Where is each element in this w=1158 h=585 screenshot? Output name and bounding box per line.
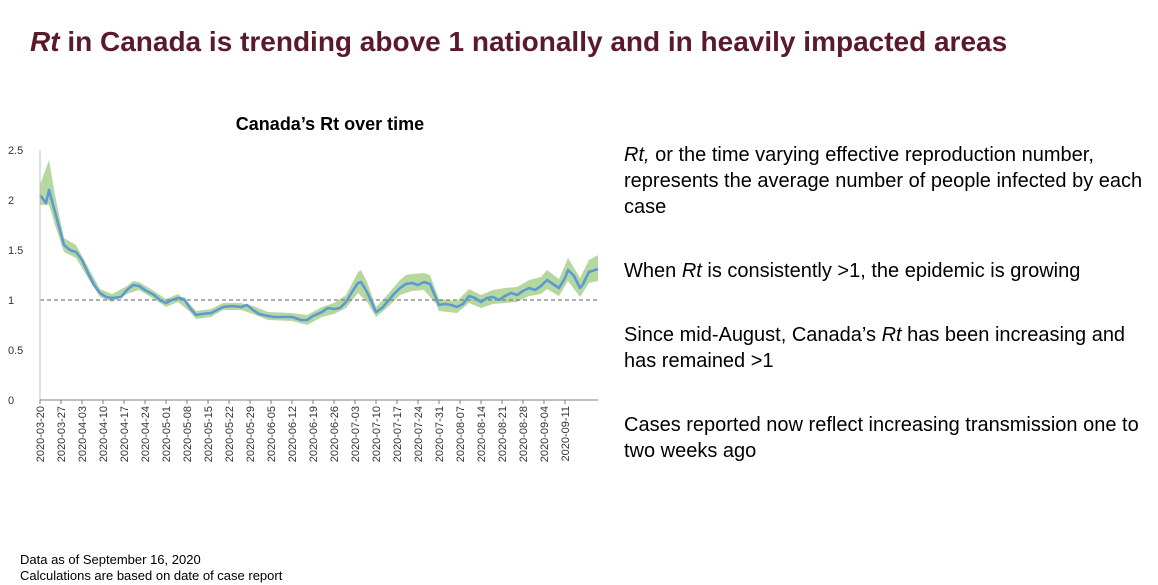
x-tick-label: 2020-05-22 [224,406,236,462]
bullet-4-text: Cases reported now reflect increasing tr… [624,414,1139,462]
bullet-3-italic: Rt [881,324,902,346]
confidence-band [40,160,598,325]
slide-title-italic: Rt [30,26,60,57]
bullet-2-before: When [624,260,682,282]
bullet-4: Cases reported now reflect increasing tr… [624,412,1144,464]
x-tick-label: 2020-06-05 [266,406,278,462]
x-tick-label: 2020-05-29 [245,406,257,462]
x-tick-label: 2020-04-03 [77,406,89,462]
rt-series-line [38,188,599,322]
bullet-2-text: is consistently >1, the epidemic is grow… [701,260,1081,282]
x-tick-label: 2020-09-04 [539,406,551,462]
bullet-1-text: or the time varying effective reproducti… [624,144,1143,218]
x-tick-label: 2020-07-17 [392,406,404,462]
slide-title-text: in Canada is trending above 1 nationally… [59,26,1008,57]
y-tick-label: 0 [8,395,14,407]
confidence-band-group [40,160,598,325]
x-tick-label: 2020-08-14 [476,406,488,462]
x-axis [39,150,598,401]
x-tick-label: 2020-08-28 [518,406,530,462]
bullet-3: Since mid-August, Canada’s Rt has been i… [624,322,1144,374]
footer-notes: Data as of September 16, 2020 Calculatio… [20,552,282,584]
bullet-2: When Rt is consistently >1, the epidemic… [624,258,1080,284]
x-tick-label: 2020-08-21 [497,406,509,462]
footer-calculation-note: Calculations are based on date of case r… [20,568,283,583]
x-tick-label: 2020-05-01 [161,406,173,462]
x-tick-label: 2020-06-19 [308,406,320,462]
x-tick-label: 2020-07-24 [413,406,425,462]
x-tick-label: 2020-08-07 [455,406,467,462]
chart-title: Canada’s Rt over time [236,114,424,134]
y-tick-label: 1 [8,295,14,307]
x-tick-label: 2020-03-20 [35,406,47,462]
x-tick-label: 2020-07-03 [350,406,362,462]
x-tick-label: 2020-04-24 [140,406,152,462]
y-tick-label: 2.5 [8,145,23,157]
y-tick-label: 0.5 [8,345,23,357]
x-tick-label: 2020-03-27 [56,406,68,462]
x-tick-label: 2020-06-26 [329,406,341,462]
y-tick-label: 2 [8,195,14,207]
x-tick-label: 2020-07-31 [434,406,446,462]
slide-title: Rt in Canada is trending above 1 nationa… [30,26,1007,58]
bullet-3-text: has been increasing and has remained >1 [624,324,1126,372]
y-tick-label: 1.5 [8,245,23,257]
rt-line-group [38,188,599,322]
bullet-3-before: Since mid-August, Canada’s [624,324,882,346]
x-tick-label: 2020-04-10 [98,406,110,462]
x-tick-labels: 2020-03-20 2020-03-27 2020-04-03 2020-04-10… [35,400,572,462]
x-tick-label: 2020-05-15 [203,406,215,462]
x-tick-label: 2020-06-12 [287,406,299,462]
x-tick-label: 2020-07-10 [371,406,383,462]
bullet-1-italic: Rt, [624,144,650,166]
bullet-2-italic: Rt [681,260,702,282]
y-axis: 0 0.5 1 1.5 2 2.5 [8,145,23,407]
x-tick-label: 2020-09-11 [560,406,572,461]
x-tick-label: 2020-05-08 [182,406,194,462]
bullet-1: Rt, or the time varying effective reprod… [624,142,1144,220]
rt-chart: Canada’s Rt over time 0 0.5 1 1.5 2 2.5 2020-… [8,114,599,462]
x-tick-label: 2020-04-17 [119,406,131,462]
footer-data-date: Data as of September 16, 2020 [20,552,201,567]
